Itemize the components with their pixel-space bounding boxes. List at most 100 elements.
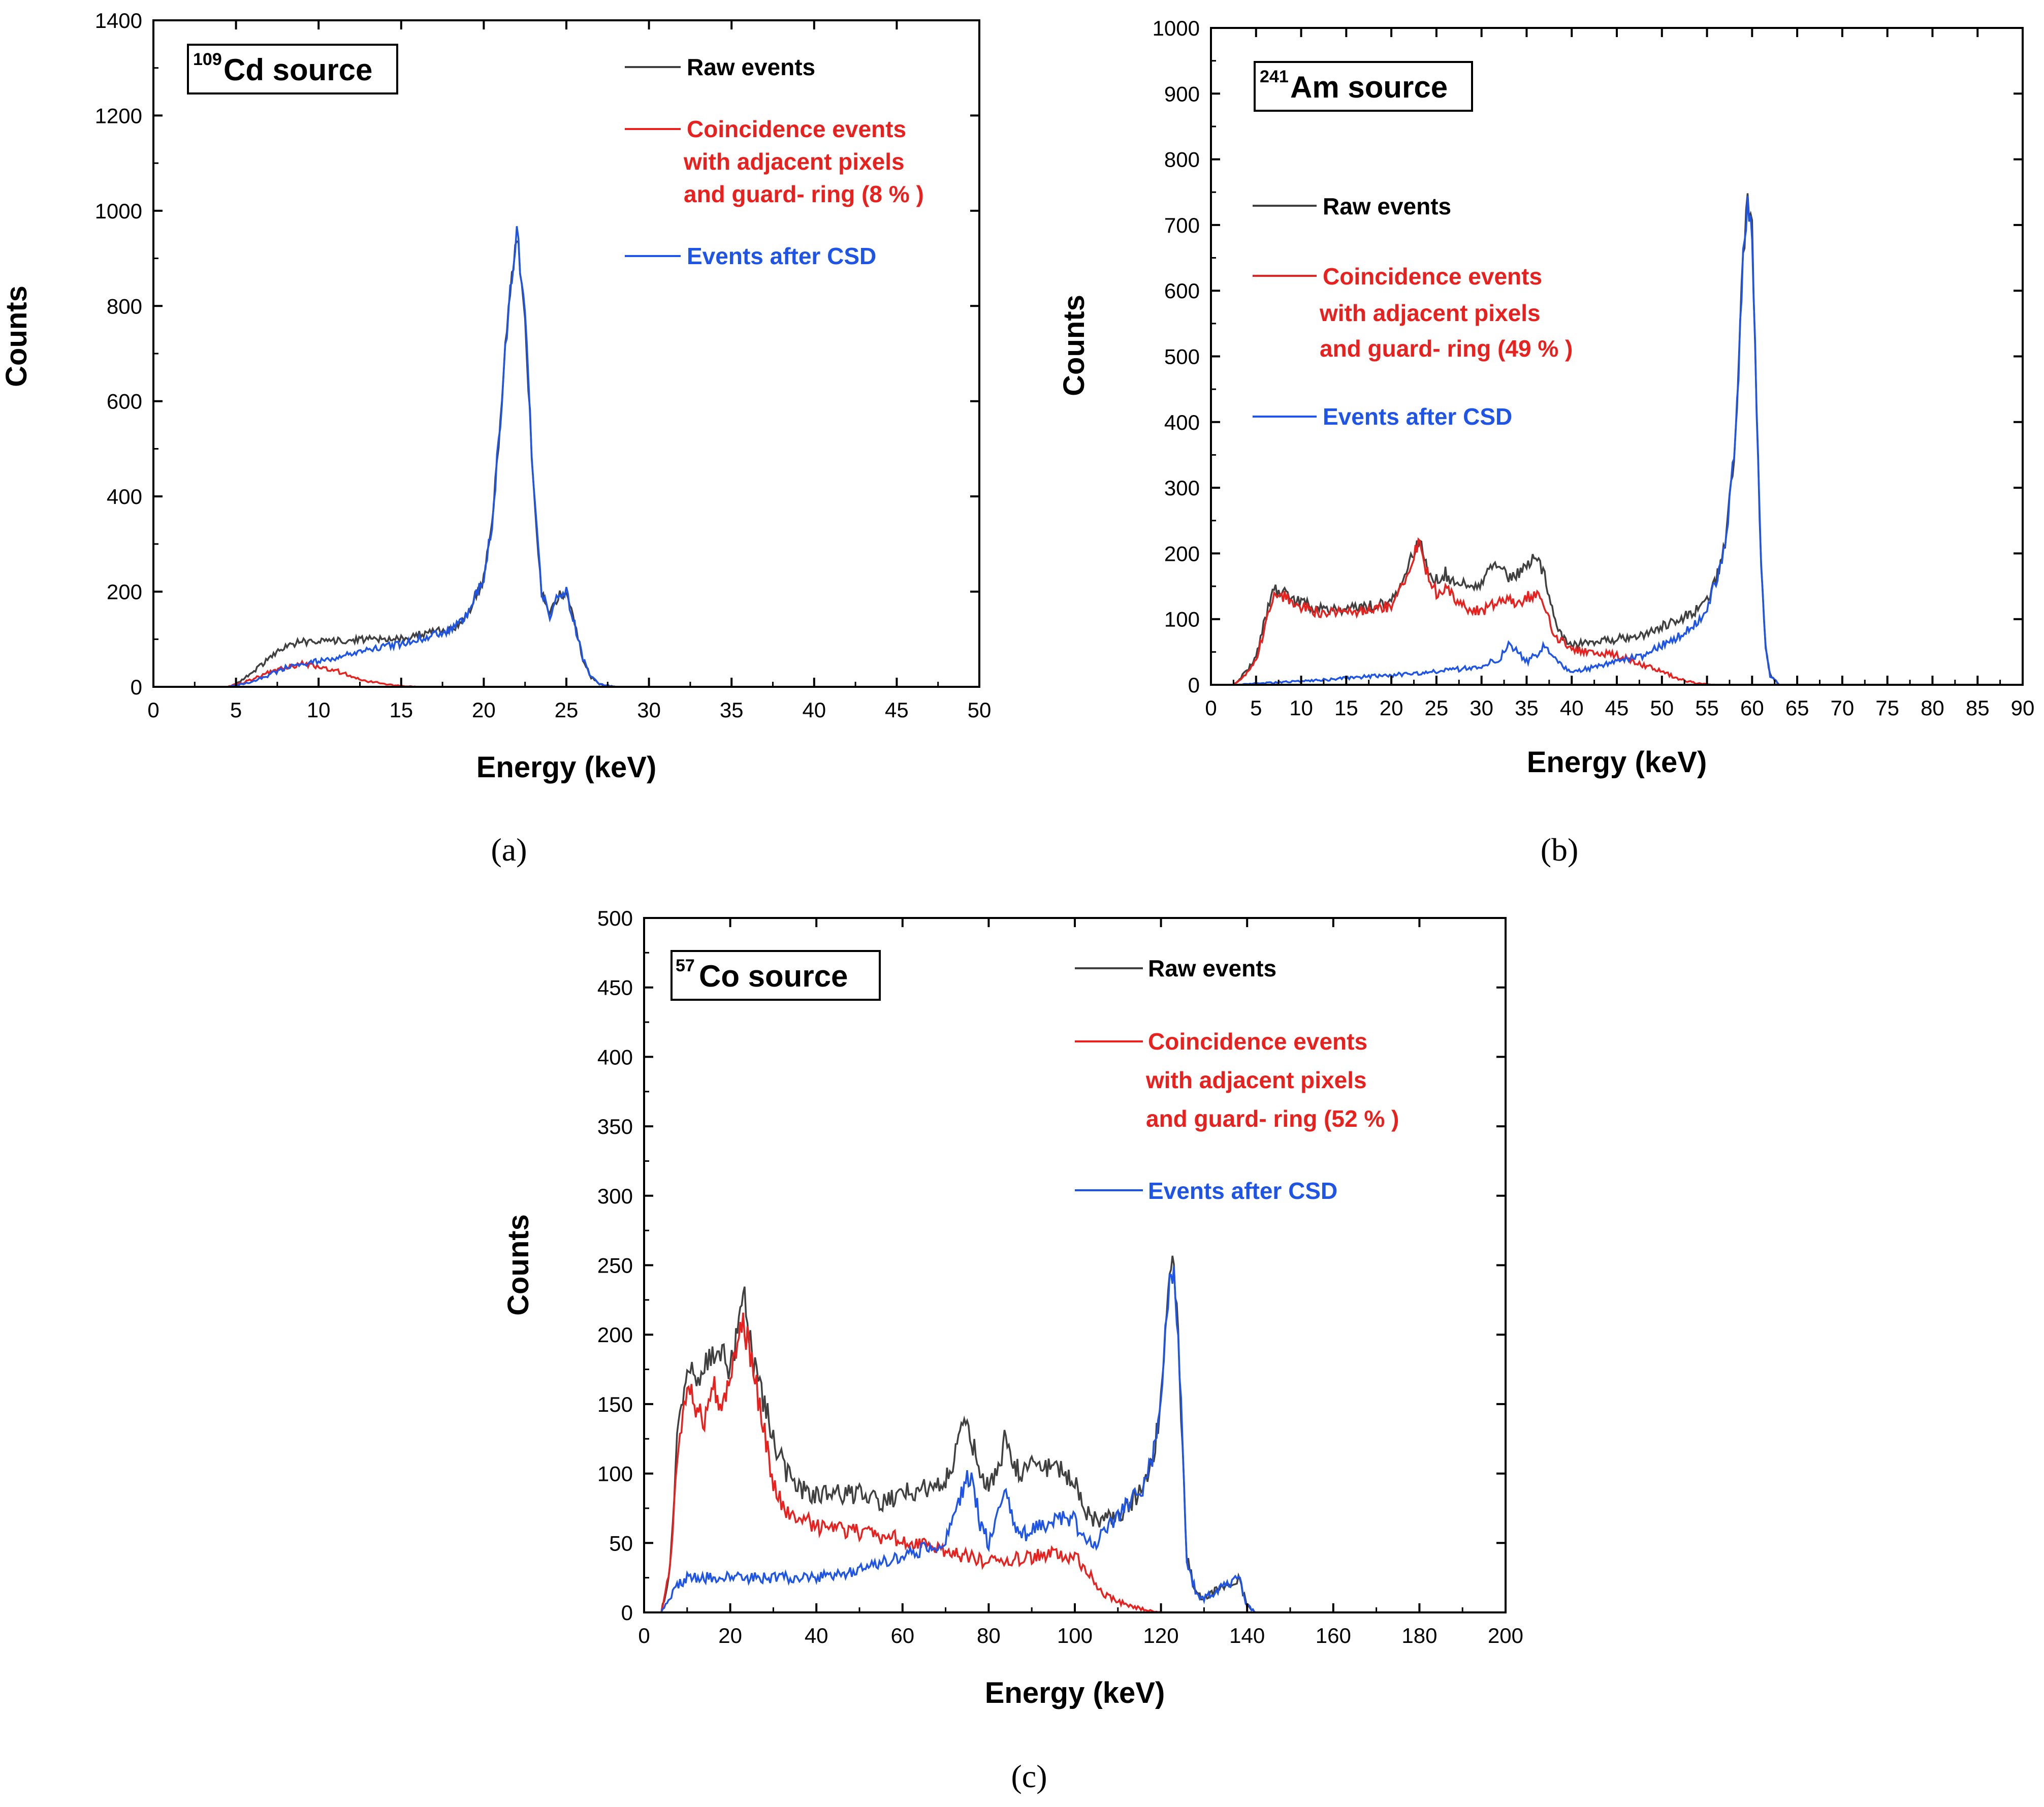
x-tick-label: 85	[1966, 696, 1990, 720]
y-tick-label: 300	[1164, 476, 1200, 500]
panel-b: 0 5 10 15 20 25 30 35 40 45 50 55 60 65 70 75 80 85 900100…	[1058, 16, 2034, 868]
legend-coincidence-label-2: with adjacent pixels	[1319, 300, 1541, 326]
x-axis-label: Energy (keV)	[1527, 746, 1707, 779]
x-tick-label: 20	[718, 1624, 742, 1647]
x-tick-label: 45	[885, 698, 909, 722]
y-tick-label: 1400	[95, 9, 142, 33]
x-tick-label: 70	[1831, 696, 1855, 720]
y-tick-label: 200	[597, 1323, 633, 1347]
y-tick-label: 0	[1188, 673, 1200, 697]
legend-csd-label: Events after CSD	[687, 243, 876, 269]
source-label-superscript: 57	[676, 956, 695, 975]
x-tick-label: 30	[637, 698, 661, 722]
source-label-box: 241 Am source	[1254, 61, 1473, 112]
source-label-text: Am source	[1290, 70, 1448, 104]
source-label-box: 57 Co source	[670, 950, 881, 1001]
x-tick-label: 20	[1380, 696, 1403, 720]
panel-a: 0 5 10 15 20 25 30 35 40 45 50 0 200 400 600 800 1000 120…	[0, 9, 991, 868]
y-tick-label: 50	[609, 1531, 633, 1555]
y-tick-label: 100	[597, 1462, 633, 1486]
x-tick-label: 75	[1875, 696, 1899, 720]
y-tick-label: 1200	[95, 104, 142, 128]
x-tick-label: 140	[1229, 1624, 1265, 1647]
x-tick-label: 40	[1560, 696, 1584, 720]
x-tick-label: 65	[1785, 696, 1809, 720]
y-axis-label: Counts	[1058, 295, 1091, 396]
x-tick-label: 15	[389, 698, 413, 722]
y-tick-label: 1000	[1153, 16, 1200, 40]
legend: Raw events Coincidence events with adjac…	[1253, 193, 1573, 430]
x-tick-label: 0	[1205, 696, 1217, 720]
legend-raw-label: Raw events	[1148, 955, 1276, 981]
x-tick-label: 10	[307, 698, 331, 722]
x-tick-label: 25	[1425, 696, 1449, 720]
y-tick-label: 1000	[95, 199, 142, 223]
y-tick-label: 150	[597, 1392, 633, 1416]
y-tick-label: 500	[1164, 345, 1200, 369]
series-line-raw-events	[153, 240, 979, 688]
y-tick-label: 400	[107, 485, 142, 509]
legend-raw-label: Raw events	[687, 54, 815, 80]
y-tick-label: 0	[621, 1601, 633, 1625]
source-label-box: 109 Cd source	[187, 44, 398, 94]
x-tick-label: 160	[1316, 1624, 1351, 1647]
plot-frame	[643, 917, 1507, 1613]
x-tick-label: 5	[1250, 696, 1262, 720]
panel-caption-a: (a)	[491, 832, 527, 868]
source-label-superscript: 109	[193, 50, 222, 69]
y-tick-label: 800	[107, 294, 142, 318]
x-tick-label: 50	[968, 698, 992, 722]
y-tick-label: 300	[597, 1184, 633, 1208]
x-tick-label: 80	[977, 1624, 1001, 1647]
panel-caption-b: (b)	[1541, 832, 1579, 868]
panel-caption-c: (c)	[1011, 1758, 1047, 1794]
y-tick-label: 250	[597, 1254, 633, 1278]
x-tick-label: 120	[1143, 1624, 1179, 1647]
x-tick-label: 45	[1605, 696, 1629, 720]
x-tick-label: 80	[1921, 696, 1944, 720]
x-tick-label: 180	[1401, 1624, 1437, 1647]
y-tick-label: 450	[597, 976, 633, 1000]
x-tick-label: 40	[805, 1624, 828, 1647]
x-tick-label: 200	[1488, 1624, 1523, 1647]
y-tick-label: 200	[1164, 542, 1200, 565]
x-tick-label: 30	[1470, 696, 1493, 720]
x-tick-label: 0	[147, 698, 159, 722]
x-tick-label: 0	[638, 1624, 650, 1647]
y-axis-label: Counts	[502, 1214, 535, 1316]
legend-coincidence-label-3: and guard- ring (49 % )	[1320, 335, 1573, 362]
x-tick-label: 35	[720, 698, 744, 722]
x-tick-label: 60	[890, 1624, 914, 1647]
panel-c: 0 20 40 60 80 100 120 140 160 180 200 0 50 100 150 200 2…	[502, 906, 1523, 1794]
source-label-superscript: 241	[1260, 67, 1289, 86]
x-tick-label: 35	[1515, 696, 1539, 720]
y-tick-label: 900	[1164, 82, 1200, 106]
y-tick-label: 0	[131, 675, 142, 699]
legend-coincidence-label-3: and guard- ring (52 % )	[1146, 1105, 1399, 1132]
source-label-text: Co source	[699, 959, 848, 993]
legend-raw-label: Raw events	[1323, 193, 1451, 219]
legend-csd-label: Events after CSD	[1323, 403, 1512, 430]
y-tick-label: 600	[107, 390, 142, 414]
legend-coincidence-label-2: with adjacent pixels	[683, 148, 905, 175]
series-line-coincidence-events	[1211, 537, 2023, 686]
legend-coincidence-label-1: Coincidence events	[1323, 263, 1542, 290]
y-tick-label: 800	[1164, 148, 1200, 172]
series-line-events-after-csd	[153, 226, 979, 688]
y-tick-label: 400	[1164, 410, 1200, 434]
y-axis-label: Counts	[0, 286, 33, 387]
legend: Raw events Coincidence events with adjac…	[1075, 955, 1399, 1204]
x-tick-label: 25	[555, 698, 579, 722]
y-tick-label: 700	[1164, 213, 1200, 237]
series-line-raw-events	[644, 1255, 1506, 1613]
x-tick-label: 10	[1289, 696, 1313, 720]
x-tick-label: 55	[1695, 696, 1719, 720]
legend-coincidence-label-1: Coincidence events	[687, 116, 906, 142]
y-tick-label: 200	[107, 580, 142, 604]
x-tick-label: 5	[230, 698, 242, 722]
y-tick-label: 350	[597, 1115, 633, 1138]
x-tick-label: 15	[1334, 696, 1358, 720]
x-axis-label: Energy (keV)	[476, 751, 657, 784]
series-line-coincidence-events	[644, 1312, 1506, 1613]
